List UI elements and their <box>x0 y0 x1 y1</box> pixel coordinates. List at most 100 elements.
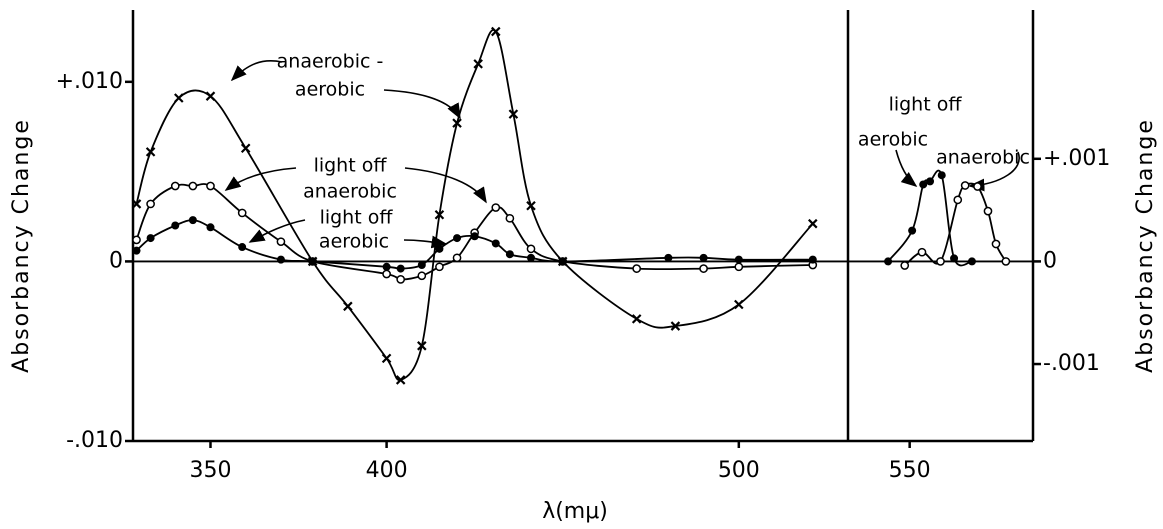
data-point <box>526 244 536 254</box>
y-tick-label: -.010 <box>66 428 123 453</box>
data-point <box>382 269 391 279</box>
x-tick-label: 500 <box>718 458 760 483</box>
data-point <box>395 375 406 385</box>
data-point <box>188 181 198 191</box>
y-tick-label: -.001 <box>1043 351 1100 376</box>
data-line <box>135 29 814 382</box>
data-point <box>132 235 141 245</box>
data-point <box>417 261 426 270</box>
annotation: light off <box>314 155 388 177</box>
data-point <box>919 180 928 189</box>
data-point <box>238 243 247 252</box>
data-point <box>527 253 536 262</box>
data-point <box>470 232 479 241</box>
annotation: anaerobic <box>936 147 1030 169</box>
data-point <box>382 262 391 271</box>
data-point <box>435 262 444 272</box>
data-point <box>664 253 673 262</box>
data-point <box>808 218 818 229</box>
data-point <box>170 181 180 191</box>
data-point <box>417 271 427 281</box>
data-point <box>417 341 427 351</box>
data-point <box>473 59 483 69</box>
data-point <box>434 209 445 220</box>
data-point <box>491 203 501 212</box>
data-point <box>276 237 286 247</box>
annotation: light off <box>889 94 963 116</box>
annotation-arrow <box>895 149 918 188</box>
data-point <box>699 253 708 262</box>
data-point <box>900 261 910 270</box>
annotation: light off <box>320 207 394 229</box>
annotation-arrow <box>403 235 448 249</box>
data-point <box>237 208 247 218</box>
data-point <box>240 143 251 154</box>
data-point <box>396 264 405 273</box>
data-point <box>508 109 519 119</box>
data-point <box>276 255 285 264</box>
data-point <box>734 255 743 264</box>
data-point <box>343 301 353 312</box>
data-point <box>505 250 514 259</box>
data-point <box>145 147 156 157</box>
data-point <box>991 239 1001 249</box>
x-tick-label: 550 <box>889 458 931 483</box>
data-point <box>937 171 946 180</box>
data-point <box>396 275 406 284</box>
data-point <box>950 254 959 263</box>
data-point <box>491 26 501 37</box>
data-point <box>206 223 215 232</box>
data-point <box>171 221 180 230</box>
data-point <box>926 177 935 186</box>
data-point <box>558 257 567 266</box>
annotation-arrow <box>230 60 283 82</box>
data-point <box>452 118 462 128</box>
data-point <box>174 93 184 103</box>
annotation: anaerobic - <box>277 51 384 73</box>
annotation: aerobic <box>295 79 365 101</box>
data-point <box>132 246 141 255</box>
data-point <box>908 226 917 235</box>
data-point <box>491 239 500 248</box>
y-tick-label: +.010 <box>56 69 123 94</box>
x-tick-label: 400 <box>366 458 408 483</box>
x-axis-label: λ(mμ) <box>542 499 608 524</box>
data-point <box>205 91 216 101</box>
data-point <box>936 257 945 266</box>
data-line <box>135 219 813 270</box>
data-point <box>973 182 982 191</box>
y-axis-label: Absorbancy Change <box>1133 118 1158 373</box>
data-point <box>308 257 317 266</box>
data-line <box>135 183 813 281</box>
annotation-arrow <box>383 89 461 120</box>
data-point <box>953 195 963 205</box>
data-point <box>960 181 970 190</box>
data-point <box>699 264 708 273</box>
annotation: aerobic <box>319 231 389 253</box>
annotation-arrow <box>224 167 297 191</box>
data-point <box>435 244 444 253</box>
data-point <box>917 247 927 257</box>
annotation-arrow <box>248 219 306 243</box>
data-point <box>206 181 215 191</box>
data-point <box>734 299 744 310</box>
y-tick-label: 0 <box>1043 248 1057 273</box>
data-point <box>967 257 976 266</box>
data-point <box>670 321 681 331</box>
data-point <box>146 234 155 243</box>
data-point <box>146 199 155 209</box>
data-point <box>526 200 536 211</box>
y-tick-label: +.001 <box>1043 146 1110 171</box>
data-point <box>983 206 993 216</box>
annotation-arrow <box>404 167 487 204</box>
data-point <box>734 262 744 272</box>
data-point <box>808 255 817 264</box>
annotation: anaerobic <box>303 181 397 203</box>
data-point <box>453 234 462 243</box>
y-axis-label: Absorbancy Change <box>9 118 34 373</box>
data-point <box>505 213 515 223</box>
data-point <box>1001 257 1011 266</box>
data-point <box>452 253 462 263</box>
x-tick-label: 350 <box>189 458 231 483</box>
